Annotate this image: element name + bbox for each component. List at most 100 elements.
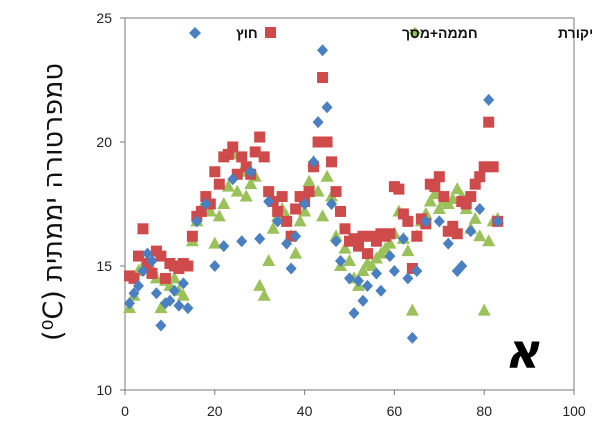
data-point-diamond: [236, 235, 248, 248]
data-point-diamond: [388, 264, 400, 277]
data-point-triangle: [253, 278, 267, 291]
x-tick-label: 0: [121, 403, 129, 419]
data-point-square: [357, 230, 369, 242]
data-point-diamond: [375, 284, 387, 297]
data-point-diamond: [384, 250, 396, 263]
data-point-square: [384, 228, 396, 240]
data-point-square: [411, 230, 423, 242]
x-tick-label: 100: [562, 403, 586, 419]
data-point-diamond: [308, 155, 320, 168]
data-point-square: [478, 161, 490, 173]
data-point-diamond: [321, 101, 333, 114]
data-point-square: [290, 203, 302, 215]
data-point-square: [227, 141, 239, 153]
y-axis: 10 15 20 25: [96, 10, 125, 398]
data-point-square: [137, 223, 149, 235]
data-point-triangle: [302, 174, 316, 187]
x-tick-label: 80: [476, 403, 492, 419]
data-point-diamond: [173, 299, 185, 312]
data-point-square: [159, 272, 171, 284]
data-point-square: [483, 116, 495, 128]
data-point-triangle: [293, 214, 307, 227]
data-point-triangle: [217, 197, 231, 209]
data-point-diamond: [254, 232, 266, 245]
data-point-square: [222, 148, 234, 160]
data-point-diamond: [357, 294, 369, 307]
panel-label: א: [505, 324, 541, 380]
data-point-diamond: [370, 267, 382, 280]
data-point-triangle: [356, 263, 370, 276]
data-point-square: [317, 72, 329, 84]
data-point-diamond: [200, 198, 212, 210]
data-point-square: [312, 136, 324, 148]
x-tick-label: 40: [297, 403, 313, 419]
data-point-triangle: [450, 182, 464, 195]
data-point-square: [465, 191, 477, 203]
data-point-diamond: [352, 274, 364, 287]
data-marks: [122, 44, 505, 344]
data-point-square: [249, 146, 261, 158]
data-point-triangle: [473, 229, 487, 242]
legend-label-outside: חוץ: [236, 25, 258, 41]
data-point-diamond: [137, 264, 149, 277]
data-point-square: [326, 156, 338, 168]
data-point-diamond: [402, 272, 414, 285]
data-point-triangle: [423, 194, 437, 207]
data-point-triangle: [154, 301, 168, 314]
data-point-diamond: [263, 195, 275, 208]
data-point-triangle: [212, 209, 226, 222]
data-point-square: [240, 161, 252, 173]
data-point-square: [393, 183, 405, 195]
data-point-square: [231, 168, 243, 180]
data-point-square: [303, 186, 315, 198]
data-point-diamond: [299, 198, 311, 210]
data-point-square: [335, 205, 347, 217]
data-point-triangle: [176, 288, 190, 301]
data-point-triangle: [266, 221, 280, 234]
data-point-triangle: [208, 236, 222, 249]
data-point-triangle: [428, 187, 442, 200]
data-point-diamond: [155, 319, 167, 332]
data-point-square: [132, 250, 144, 262]
data-point-square: [195, 205, 207, 217]
legend-label-control: חממה ביקורת: [558, 25, 592, 41]
data-point-triangle: [432, 201, 446, 214]
data-point-square: [406, 262, 418, 274]
y-tick-label: 15: [96, 258, 112, 274]
data-point-diamond: [465, 225, 477, 238]
data-point-triangle: [244, 177, 258, 190]
data-point-diamond: [150, 287, 162, 300]
data-point-triangle: [316, 209, 330, 222]
data-point-diamond: [281, 237, 293, 250]
legend: חממה ביקורת חממה+מסך חוץ: [189, 25, 592, 41]
data-point-diamond: [397, 232, 409, 245]
data-point-triangle: [298, 204, 312, 217]
data-point-diamond: [227, 173, 239, 186]
data-point-diamond: [123, 297, 135, 310]
data-point-diamond: [191, 215, 203, 228]
data-point-square: [321, 136, 333, 148]
data-point-triangle: [383, 236, 397, 249]
data-point-triangle: [167, 271, 181, 284]
data-point-square: [128, 272, 140, 284]
data-point-diamond: [146, 255, 158, 268]
data-point-triangle: [203, 204, 217, 217]
data-point-diamond: [128, 287, 140, 300]
data-point-diamond: [492, 215, 504, 228]
data-point-square: [236, 151, 248, 163]
data-point-square: [460, 198, 472, 210]
data-point-square: [451, 228, 463, 240]
data-point-diamond: [245, 165, 257, 178]
data-point-square: [209, 166, 221, 178]
data-point-triangle: [320, 169, 334, 182]
data-point-diamond: [406, 331, 418, 344]
data-point-diamond: [141, 247, 153, 260]
data-point-diamond: [330, 235, 342, 248]
data-point-triangle: [468, 211, 482, 224]
data-point-square: [402, 215, 414, 227]
data-point-diamond: [348, 307, 360, 320]
data-point-diamond: [442, 237, 454, 250]
data-point-triangle: [365, 259, 379, 271]
data-point-triangle: [289, 246, 303, 259]
data-point-diamond: [168, 284, 180, 297]
